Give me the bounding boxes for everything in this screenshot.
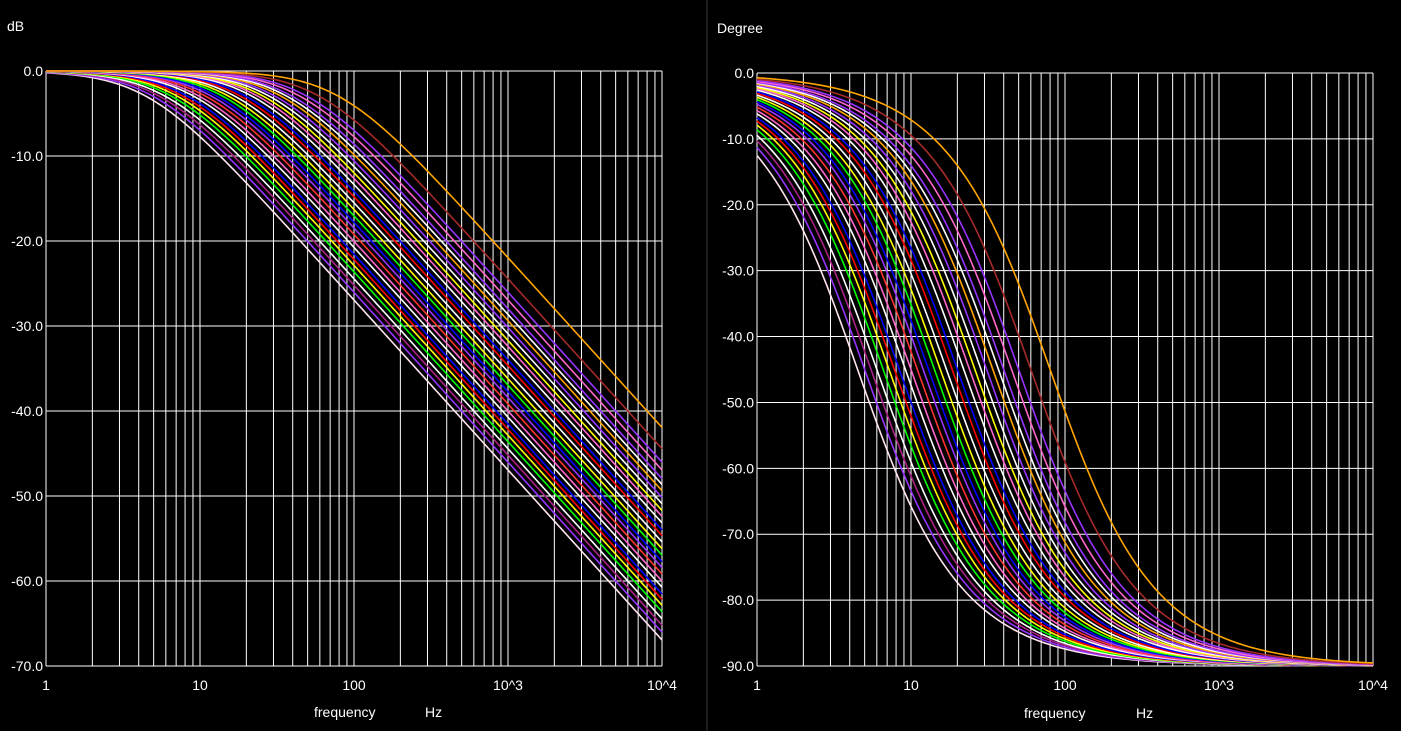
y-tick-label: -40.0	[722, 329, 754, 345]
tick-labels: 0.0 -10.0 -20.0 -30.0 -40.0 -50.0 -60.0 -70.0 -8…	[722, 65, 1388, 693]
x-axis-label: frequency	[314, 704, 375, 720]
grid	[756, 72, 1374, 667]
y-tick-label: -60.0	[722, 460, 754, 476]
y-tick-label: 0.0	[24, 63, 44, 79]
series-line	[756, 78, 1374, 665]
grid	[45, 70, 663, 667]
x-tick-label: 100	[342, 677, 366, 693]
x-axis-unit: Hz	[425, 704, 442, 720]
series-line	[45, 71, 663, 633]
x-tick-label: 10	[903, 677, 919, 693]
series-lines	[45, 70, 663, 641]
y-axis-label: Degree	[717, 20, 763, 36]
y-tick-label: -10.0	[11, 148, 43, 164]
y-tick-label: -80.0	[722, 592, 754, 608]
x-tick-label: 10	[192, 677, 208, 693]
y-tick-label: -20.0	[722, 197, 754, 213]
series-line	[45, 70, 663, 575]
x-tick-label: 10^4	[647, 677, 677, 693]
tick-labels: 0.0 -10.0 -20.0 -30.0 -40.0 -50.0 -60.0 -70.0 1 1…	[11, 63, 677, 693]
series-line	[756, 81, 1374, 666]
y-tick-label: -90.0	[722, 658, 754, 674]
y-tick-label: -30.0	[11, 318, 43, 334]
y-tick-label: 0.0	[735, 65, 755, 81]
y-tick-label: -20.0	[11, 233, 43, 249]
x-tick-label: 10^4	[1358, 677, 1388, 693]
panel-divider	[706, 0, 708, 731]
x-axis-unit: Hz	[1136, 705, 1153, 721]
series-line	[756, 79, 1374, 665]
y-tick-label: -10.0	[722, 131, 754, 147]
phase-chart: Degree 0.0 -10.0 -20.0 -30.0 -40.0 -50.0 -60.0…	[717, 20, 1388, 721]
y-tick-label: -50.0	[11, 488, 43, 504]
y-tick-label: -70.0	[11, 658, 43, 674]
x-tick-label: 1	[753, 677, 761, 693]
y-tick-label: -30.0	[722, 263, 754, 279]
series-line	[45, 70, 663, 582]
series-line	[45, 71, 663, 641]
series-line	[45, 70, 663, 595]
y-axis-label: dB	[7, 18, 24, 34]
x-tick-label: 10^3	[493, 677, 523, 693]
magnitude-panel: dB 0.0 -10.0 -20.0 -30.0 -40.0 -50.0 -60.0 -70.…	[7, 18, 678, 720]
x-axis-label: frequency	[1024, 705, 1085, 721]
magnitude-chart: dB 0.0 -10.0 -20.0 -30.0 -40.0 -50.0 -60.0 -70.…	[7, 18, 677, 720]
series-line	[756, 76, 1374, 664]
series-line	[45, 70, 663, 606]
series-line	[46, 70, 663, 429]
series-line	[756, 80, 1374, 666]
series-line	[45, 71, 663, 613]
x-tick-label: 10^3	[1204, 677, 1234, 693]
y-tick-label: -40.0	[11, 403, 43, 419]
phase-panel: Degree 0.0 -10.0 -20.0 -30.0 -40.0 -50.0 -60.0…	[708, 0, 1401, 731]
series-line	[45, 70, 663, 588]
series-lines	[756, 76, 1374, 667]
x-tick-label: 100	[1053, 677, 1077, 693]
y-tick-label: -60.0	[11, 573, 43, 589]
series-line	[45, 71, 663, 626]
series-line	[45, 71, 663, 620]
series-line	[45, 70, 663, 600]
x-tick-label: 1	[42, 677, 50, 693]
y-tick-label: -70.0	[722, 526, 754, 542]
y-tick-label: -50.0	[722, 394, 754, 410]
